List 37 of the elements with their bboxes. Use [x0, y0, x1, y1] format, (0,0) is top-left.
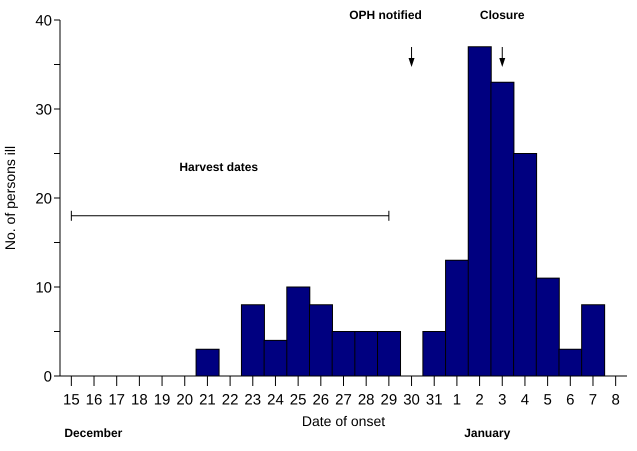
y-tick-label: 30	[35, 101, 52, 118]
x-tick-label: 23	[244, 392, 262, 409]
x-tick-label: 5	[543, 392, 552, 409]
y-axis-title: No. of persons ill	[2, 146, 18, 250]
x-tick-label: 3	[498, 392, 506, 409]
y-tick-label: 0	[44, 368, 52, 386]
x-tick-label: 7	[588, 392, 598, 409]
x-tick-label: 6	[566, 392, 574, 409]
x-tick-label: 25	[290, 392, 306, 409]
x-tick-label: 18	[131, 392, 148, 409]
x-tick-label: 31	[426, 392, 443, 409]
x-tick-label: 8	[611, 392, 620, 409]
x-tick-label: 30	[403, 392, 420, 409]
text: December	[64, 426, 123, 440]
x-tick-label: 19	[154, 392, 170, 409]
x-tick-label: 15	[62, 392, 80, 409]
x-tick-label: 26	[312, 392, 330, 409]
y-tick-label: 10	[35, 279, 52, 296]
x-tick-label: 1	[452, 392, 462, 409]
x-tick-label: 2	[475, 392, 484, 409]
x-tick-label: 24	[267, 392, 284, 409]
x-tick-label: 16	[86, 392, 102, 409]
y-tick-label: 20	[35, 190, 52, 208]
x-tick-label: 17	[108, 392, 126, 409]
x-tick-label: 27	[335, 392, 352, 409]
text: January	[464, 426, 511, 440]
x-tick-label: 21	[199, 392, 216, 409]
x-tick-label: 22	[222, 392, 238, 409]
text: Harvest dates	[179, 160, 258, 174]
x-tick-label: 29	[380, 392, 398, 409]
annotation: Closure	[480, 8, 525, 22]
x-tick-label: 28	[358, 392, 375, 409]
x-tick-label: 20	[176, 392, 194, 409]
x-tick-label: 4	[520, 392, 530, 409]
x-axis-title: Date of onset	[302, 413, 386, 429]
annotation: OPH notified	[349, 8, 422, 22]
y-tick-label: 40	[35, 12, 52, 30]
